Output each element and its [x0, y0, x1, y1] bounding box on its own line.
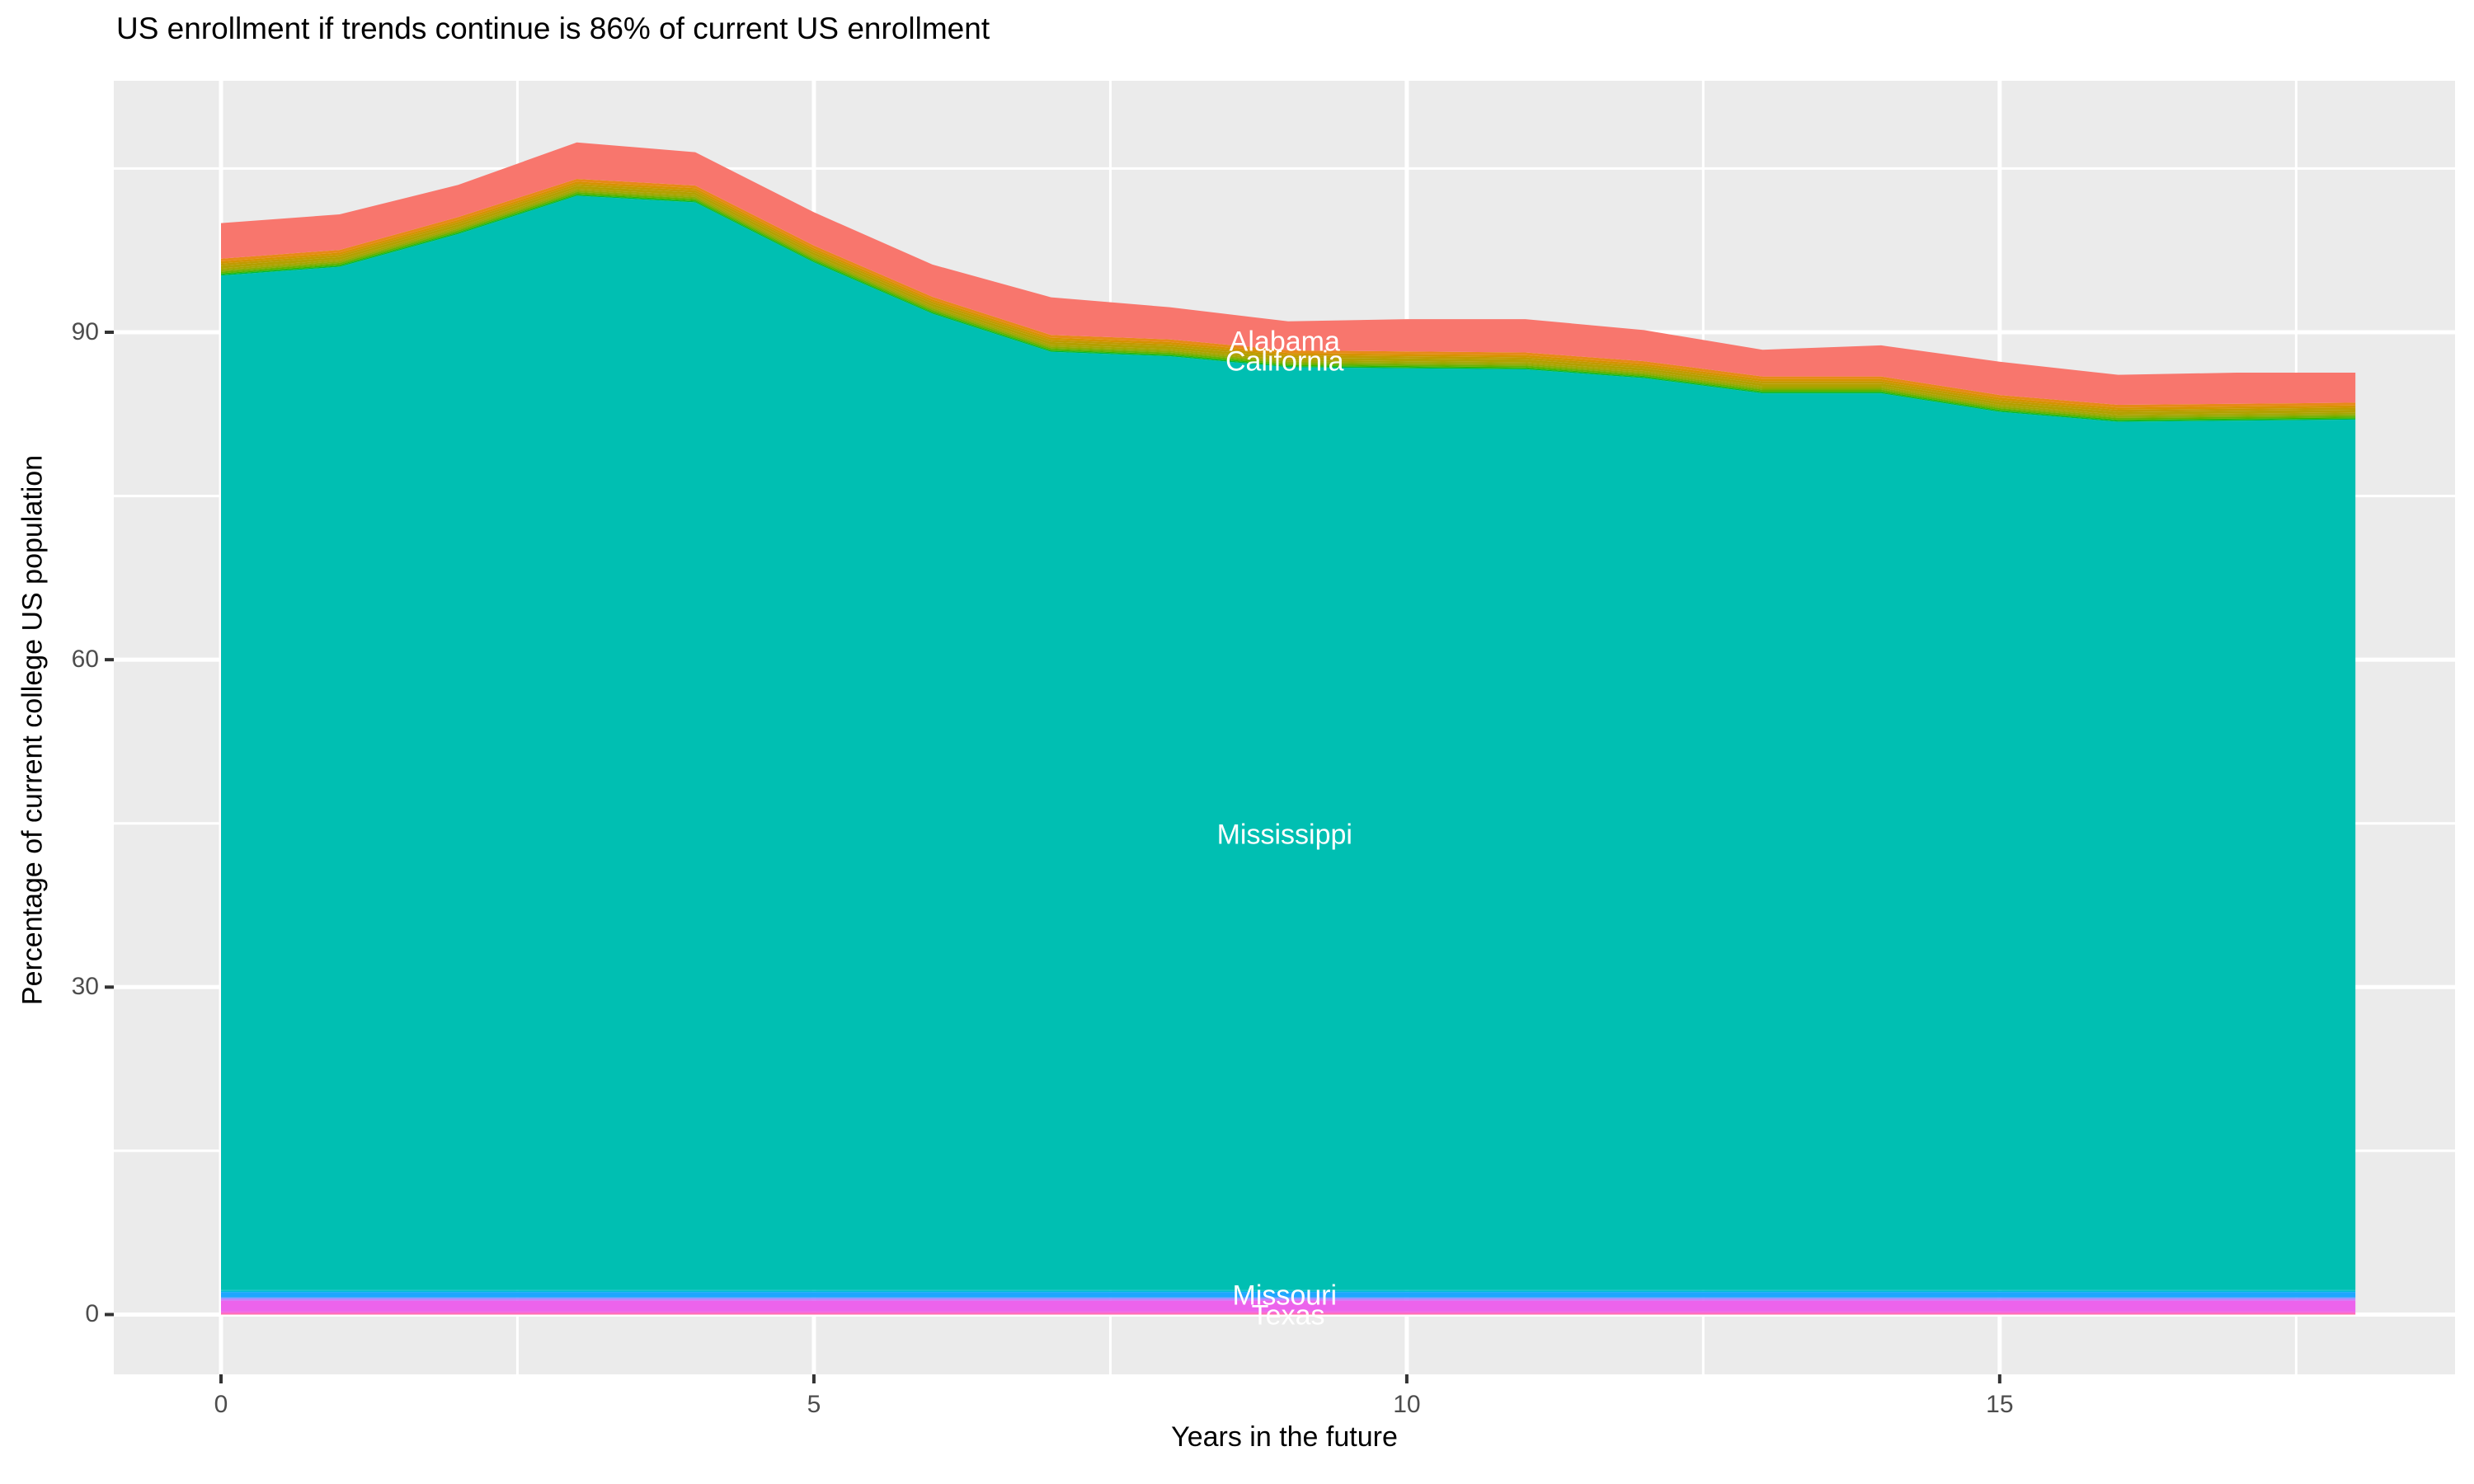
y-tick-label: 30 [71, 973, 99, 1001]
chart-title: US enrollment if trends continue is 86% … [116, 12, 990, 45]
state-label-texas: Texas [1251, 1299, 1325, 1331]
x-tick-label: 0 [214, 1391, 228, 1418]
y-tick-label: 0 [85, 1300, 99, 1328]
area-series-other-states-pink-1 [221, 1311, 2356, 1313]
area-series-Texas [221, 1300, 2356, 1312]
x-tick-label: 5 [807, 1391, 821, 1418]
state-label-alabama: Alabama [1229, 326, 1340, 358]
area-series-other-states-pink-2 [221, 1313, 2356, 1315]
x-axis-title: Years in the future [1171, 1421, 1398, 1453]
y-tick-label: 60 [71, 646, 99, 674]
state-label-missouri: Missouri [1232, 1280, 1338, 1312]
area-series-Missouri [221, 1292, 2356, 1298]
state-label-california: California [1225, 345, 1344, 378]
x-tick-label: 10 [1393, 1391, 1421, 1418]
area-series-other-states-cyan-1 [221, 1289, 2356, 1291]
area-series-other-states-purple-1 [221, 1297, 2356, 1299]
area-series-other-states-purple-2 [221, 1298, 2356, 1301]
area-series-other-states-cyan-2 [221, 1290, 2356, 1293]
y-axis-title: Percentage of current college US populat… [16, 454, 49, 1006]
x-tick-label: 15 [1986, 1391, 2014, 1418]
y-tick-label: 90 [71, 318, 99, 345]
state-label-mississippi: Mississippi [1216, 819, 1352, 851]
area-series-Alabama [221, 142, 2356, 405]
area-series-Mississippi [221, 195, 2356, 1290]
